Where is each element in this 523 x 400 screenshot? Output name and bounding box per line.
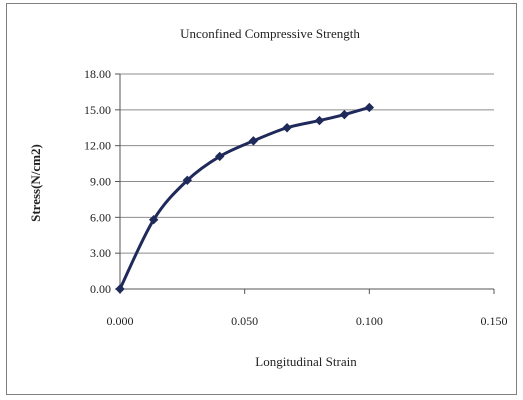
x-tick-labels: 0.000 0.050 0.100 0.150	[107, 314, 508, 328]
data-point	[248, 136, 259, 146]
data-point	[215, 151, 225, 162]
y-tick-label: 18.00	[84, 67, 111, 81]
data-point	[364, 102, 375, 113]
y-tick-label: 9.00	[90, 175, 111, 189]
y-tick-label: 12.00	[84, 139, 111, 153]
axes	[119, 74, 494, 290]
y-tick-label: 15.00	[84, 103, 111, 117]
series-line	[118, 106, 370, 290]
data-point	[115, 284, 125, 294]
data-markers	[115, 102, 375, 294]
y-tick-label: 3.00	[90, 246, 111, 260]
x-tick-label: 0.100	[356, 314, 383, 328]
x-axis-label: Longitudinal Strain	[255, 354, 357, 369]
x-tick-label: 0.150	[481, 314, 508, 328]
chart-frame	[6, 3, 517, 395]
x-tick-label: 0.000	[107, 314, 134, 328]
y-tick-label: 0.00	[90, 282, 111, 296]
chart-title: Unconfined Compressive Strength	[180, 26, 360, 41]
x-tick-label: 0.050	[231, 314, 258, 328]
data-point	[339, 109, 350, 120]
data-point	[182, 175, 193, 186]
y-axis-label: Stress(N/cm2)	[28, 144, 43, 222]
data-point	[314, 115, 325, 126]
data-point	[282, 123, 292, 133]
y-tick-label: 6.00	[90, 210, 111, 224]
y-tick-labels: 0.00 3.00 6.00 9.00 12.00 15.00 18.00	[84, 67, 111, 296]
gridlines	[115, 73, 495, 294]
data-point	[148, 215, 159, 225]
